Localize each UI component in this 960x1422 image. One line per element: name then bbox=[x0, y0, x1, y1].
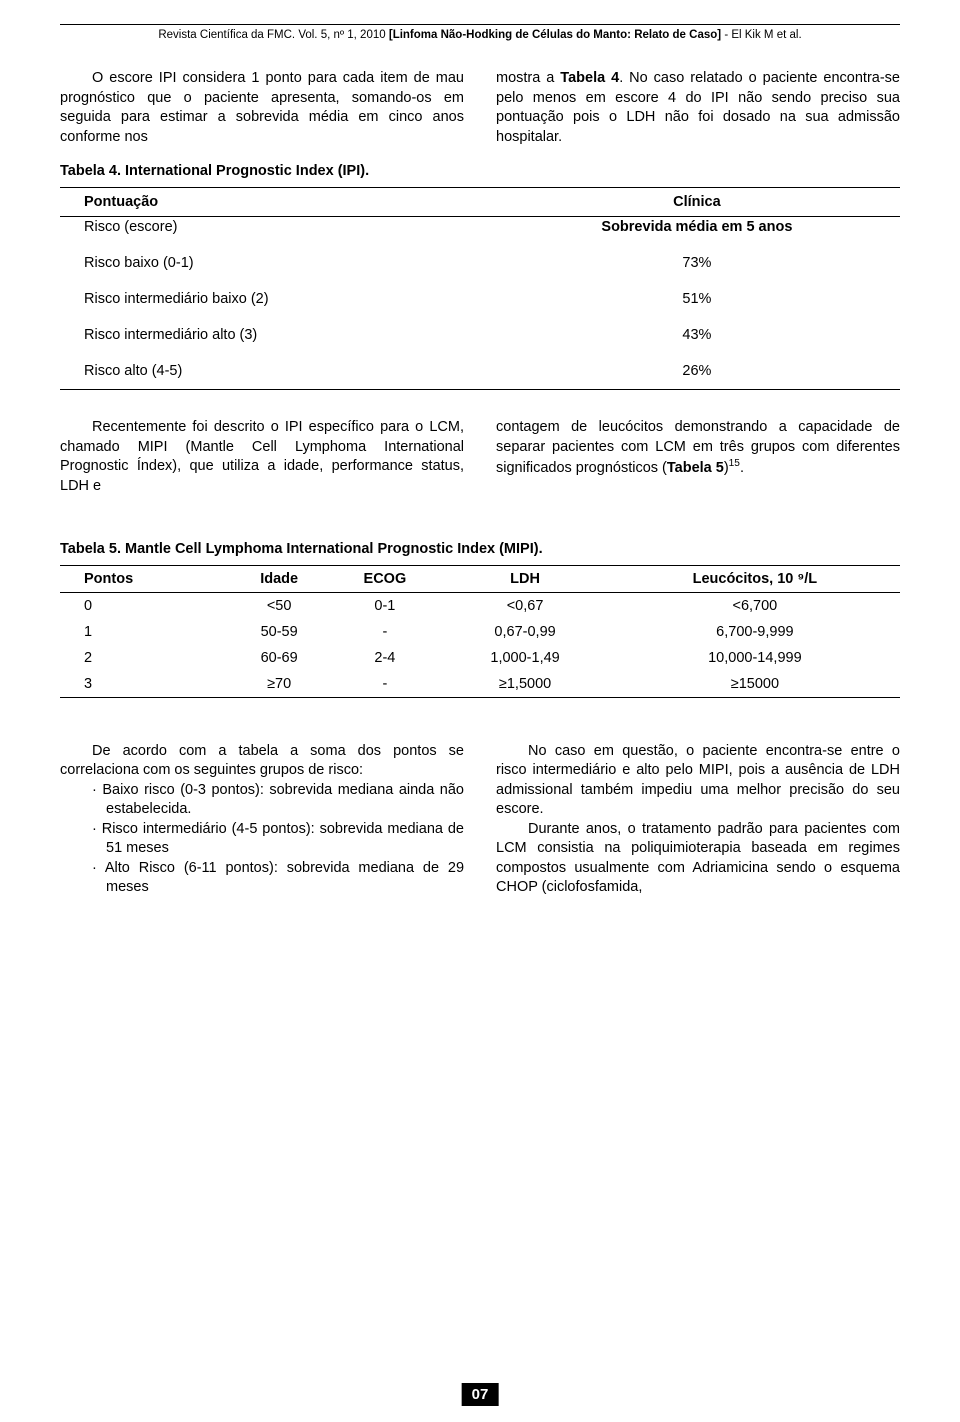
t5-cell: 3 bbox=[60, 671, 229, 698]
list-item: Baixo risco (0-3 pontos): sobrevida medi… bbox=[92, 781, 464, 820]
t5-cell: <6,700 bbox=[610, 592, 900, 619]
t5-cell: ≥1,5000 bbox=[440, 671, 609, 698]
t5-cell: 10,000-14,999 bbox=[610, 645, 900, 671]
page-header: Revista Científica da FMC. Vol. 5, nº 1,… bbox=[60, 29, 900, 41]
intro-columns: O escore IPI considera 1 ponto para cada… bbox=[60, 69, 900, 147]
mid-right: contagem de leucócitos demonstrando a ca… bbox=[496, 418, 900, 479]
page-number: 07 bbox=[462, 1383, 499, 1406]
authors: - El Kik M et al. bbox=[724, 29, 801, 41]
t5-cell: 0,67-0,99 bbox=[440, 619, 609, 645]
t4-r1-val: 51% bbox=[494, 277, 900, 313]
t4-r1-label: Risco intermediário baixo (2) bbox=[60, 277, 494, 313]
t4-head-right: Clínica bbox=[494, 188, 900, 217]
t5-cell: 2-4 bbox=[329, 645, 440, 671]
t5-h4: Leucócitos, 10 ⁹/L bbox=[610, 565, 900, 592]
t5-cell: <50 bbox=[229, 592, 329, 619]
t5-cell: 0-1 bbox=[329, 592, 440, 619]
t4-sub-right: Sobrevida média em 5 anos bbox=[494, 217, 900, 242]
table5: Pontos Idade ECOG LDH Leucócitos, 10 ⁹/L… bbox=[60, 565, 900, 698]
t4-head-left: Pontuação bbox=[60, 188, 494, 217]
bottom-left-intro: De acordo com a tabela a soma dos pontos… bbox=[60, 742, 464, 781]
t5-cell: ≥15000 bbox=[610, 671, 900, 698]
t4-r3-val: 26% bbox=[494, 349, 900, 390]
t5-h2: ECOG bbox=[329, 565, 440, 592]
t5-cell: ≥70 bbox=[229, 671, 329, 698]
t4-r0-val: 73% bbox=[494, 241, 900, 277]
t4-r2-val: 43% bbox=[494, 313, 900, 349]
t5-h3: LDH bbox=[440, 565, 609, 592]
t5-cell: 50-59 bbox=[229, 619, 329, 645]
intro-right: mostra a Tabela 4. No caso relatado o pa… bbox=[496, 69, 900, 147]
mid-columns: Recentemente foi descrito o IPI específi… bbox=[60, 418, 900, 496]
t5-cell: 2 bbox=[60, 645, 229, 671]
t5-cell: - bbox=[329, 671, 440, 698]
t5-cell: - bbox=[329, 619, 440, 645]
bottom-columns: De acordo com a tabela a soma dos pontos… bbox=[60, 742, 900, 899]
table4-title: Tabela 4. International Prognostic Index… bbox=[60, 163, 900, 179]
bottom-right-p1: No caso em questão, o paciente encontra-… bbox=[496, 742, 900, 820]
journal-ref: Revista Científica da FMC. Vol. 5, nº 1,… bbox=[158, 29, 385, 41]
article-title: [Linfoma Não-Hodking de Células do Manto… bbox=[389, 29, 721, 41]
risk-list: Baixo risco (0-3 pontos): sobrevida medi… bbox=[60, 781, 464, 898]
t4-sub-left: Risco (escore) bbox=[60, 217, 494, 242]
t5-h0: Pontos bbox=[60, 565, 229, 592]
t5-cell: 1,000-1,49 bbox=[440, 645, 609, 671]
t5-cell: 1 bbox=[60, 619, 229, 645]
t5-h1: Idade bbox=[229, 565, 329, 592]
list-item: Risco intermediário (4-5 pontos): sobrev… bbox=[92, 820, 464, 859]
table4: Pontuação Clínica Risco (escore) Sobrevi… bbox=[60, 187, 900, 390]
t4-r0-label: Risco baixo (0-1) bbox=[60, 241, 494, 277]
t5-cell: 60-69 bbox=[229, 645, 329, 671]
t5-cell: 6,700-9,999 bbox=[610, 619, 900, 645]
list-item: Alto Risco (6-11 pontos): sobrevida medi… bbox=[92, 859, 464, 898]
t5-cell: <0,67 bbox=[440, 592, 609, 619]
t4-r2-label: Risco intermediário alto (3) bbox=[60, 313, 494, 349]
mid-left: Recentemente foi descrito o IPI específi… bbox=[60, 418, 464, 496]
intro-left: O escore IPI considera 1 ponto para cada… bbox=[60, 69, 464, 147]
t5-cell: 0 bbox=[60, 592, 229, 619]
bottom-right-p2: Durante anos, o tratamento padrão para p… bbox=[496, 820, 900, 898]
t4-r3-label: Risco alto (4-5) bbox=[60, 349, 494, 390]
table5-title: Tabela 5. Mantle Cell Lymphoma Internati… bbox=[60, 541, 900, 557]
header-rule bbox=[60, 24, 900, 25]
